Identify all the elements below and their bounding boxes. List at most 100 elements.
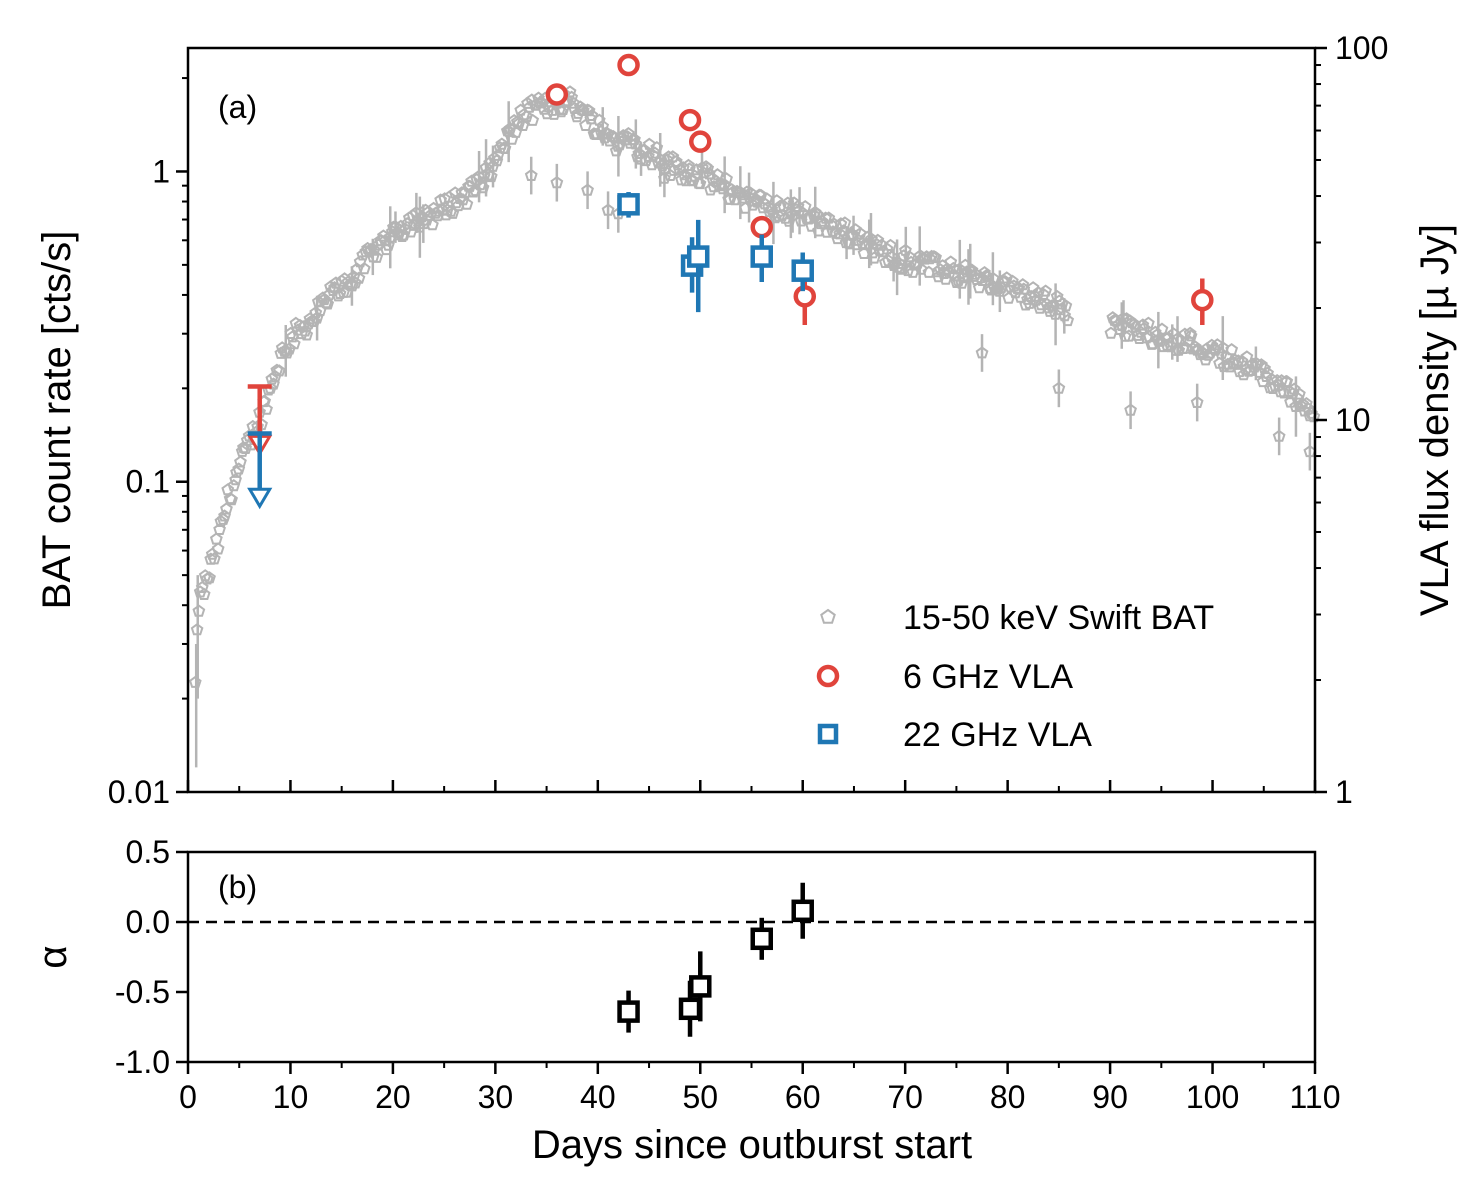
legend-entry-vla-22ghz: 22 GHz VLA (817, 716, 1092, 754)
bat-point (460, 197, 474, 210)
bat-point (442, 190, 456, 203)
bat-point (479, 161, 493, 174)
vla-22ghz-point (686, 245, 710, 268)
legend-entry-bat: 15-50 keV Swift BAT (820, 599, 1214, 637)
bat-point (660, 153, 674, 166)
bat-point (283, 342, 296, 355)
bat-point (280, 346, 294, 359)
bat-point (952, 262, 966, 275)
bat-point (1266, 381, 1280, 394)
bat-point (870, 237, 883, 250)
bat-point (220, 502, 233, 515)
panel-b-frame (186, 850, 1317, 1064)
bat-point (1300, 396, 1313, 410)
y-tick-label: 0.5 (126, 834, 170, 870)
y-left-tick-label: 0.1 (126, 464, 170, 500)
panel-a-left-ticks: 0.01 0.1 1 (108, 77, 188, 810)
bat-point (265, 372, 279, 385)
bat-point (272, 364, 286, 377)
y-tick-label: -0.5 (115, 974, 170, 1010)
bat-point (446, 206, 460, 219)
bat-point (720, 172, 733, 185)
bat-point (465, 174, 478, 187)
bat-point (211, 542, 225, 555)
bat-point (666, 150, 680, 163)
bat-point (209, 532, 223, 545)
panel-a-x-ticks (186, 780, 1317, 792)
legend: 15-50 keV Swift BAT 6 GHz VLA 22 GHz VLA (816, 599, 1214, 754)
bat-point (581, 183, 594, 196)
bat-point (1272, 429, 1286, 442)
bat-point (677, 168, 691, 181)
panel-b-label: (b) (218, 869, 257, 905)
y-right-tick-label: 10 (1335, 402, 1371, 438)
bat-point (707, 180, 721, 193)
bat-point (1016, 278, 1030, 291)
bat-point (978, 265, 991, 279)
bat-point (495, 137, 509, 150)
bat-point (634, 152, 648, 165)
bat-series (188, 85, 1321, 768)
bat-point (950, 275, 964, 288)
bat-point (746, 198, 760, 211)
y-axis-left-label: BAT count rate [cts/s] (35, 231, 79, 610)
bat-point (382, 238, 395, 251)
y-axis-right-label: VLA flux density [µ Jy] (1413, 224, 1457, 616)
bat-point (878, 255, 892, 268)
bat-point (216, 512, 230, 525)
bat-point (1205, 338, 1219, 351)
bat-point (756, 201, 770, 214)
bat-point (470, 172, 484, 186)
bat-point (484, 169, 498, 183)
bat-point (1301, 402, 1315, 415)
bat-point (579, 118, 592, 131)
bat-point (632, 146, 646, 159)
bat-point (929, 250, 942, 264)
x-tick-label: 90 (1092, 1079, 1128, 1115)
legend-marker-vla-22ghz (817, 723, 839, 745)
bat-point (321, 297, 335, 310)
bat-point (993, 284, 1006, 297)
bat-point (213, 522, 226, 535)
bat-point (923, 251, 937, 265)
bat-point (239, 441, 252, 454)
panel-a-right-ticks: 1 10 100 (1315, 30, 1388, 810)
bat-point (975, 346, 989, 359)
bat-point (777, 199, 790, 212)
y-axis-alpha-label: α (31, 945, 75, 968)
bat-point (1155, 322, 1169, 335)
bat-point (526, 113, 540, 126)
alpha-point (617, 1000, 640, 1023)
bat-point (307, 314, 321, 327)
bat-point (333, 286, 347, 299)
bat-point (1059, 299, 1073, 312)
bat-point (554, 104, 568, 118)
bat-point (449, 196, 463, 209)
bat-point (1034, 298, 1048, 311)
bat-point (532, 91, 545, 104)
bat-point (225, 492, 238, 506)
vla-6ghz-point (689, 130, 712, 153)
x-tick-label: 80 (990, 1079, 1026, 1115)
vla-22ghz-point (791, 259, 814, 282)
vla-6ghz-point (1191, 288, 1214, 312)
vla-6ghz-series (247, 53, 1214, 457)
bat-point (768, 211, 782, 224)
bat-point (1049, 307, 1062, 320)
bat-point (944, 255, 958, 268)
bat-point (1002, 291, 1016, 304)
panel-b: 0 10 20 30 40 50 60 70 80 90 100 110 -1.0 -0.5 0.0 0.5… (31, 834, 1341, 1167)
bat-point (203, 571, 216, 584)
vla-6ghz-point (750, 215, 773, 239)
bat-point (975, 273, 989, 286)
bat-point (357, 262, 371, 275)
bat-point (207, 552, 221, 565)
bat-point (1184, 329, 1198, 342)
vla-22ghz-point (617, 193, 640, 216)
bat-point (1216, 341, 1230, 354)
bat-point (1240, 350, 1254, 363)
legend-entry-vla-6ghz: 6 GHz VLA (816, 658, 1073, 696)
bat-point (576, 103, 590, 116)
bat-point (352, 271, 366, 284)
y-left-tick-label: 1 (152, 153, 170, 189)
